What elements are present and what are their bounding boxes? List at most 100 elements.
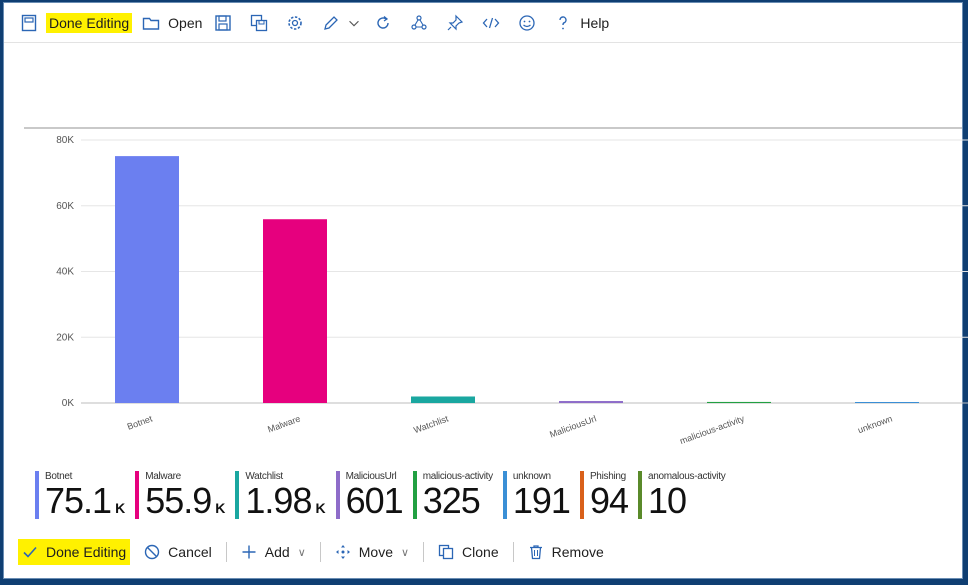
cancel-label: Cancel	[168, 544, 212, 560]
settings-button[interactable]	[280, 9, 310, 37]
move-label: Move	[359, 544, 393, 560]
remove-button[interactable]: Remove	[524, 539, 608, 565]
bar	[855, 402, 919, 403]
legend-value: 75.1 K	[45, 483, 125, 526]
feedback-button[interactable]	[512, 9, 542, 37]
code-icon	[476, 9, 506, 37]
legend-value: 601	[346, 483, 403, 519]
cancel-circle-icon	[144, 544, 160, 560]
done-editing-top-label: Done Editing	[46, 13, 132, 33]
legend-value-unit: K	[215, 500, 225, 516]
legend-tile[interactable]: Malware 55.9 K	[135, 471, 225, 521]
legend-value: 55.9 K	[145, 483, 225, 526]
settings-gear-icon	[280, 9, 310, 37]
y-tick-label: 80K	[56, 135, 74, 146]
done-editing-bottom-button[interactable]: Done Editing	[18, 539, 130, 565]
y-tick-label: 40K	[56, 267, 74, 278]
y-tick-label: 20K	[56, 332, 74, 343]
legend-value-number: 191	[513, 480, 570, 521]
y-tick-label: 0K	[62, 398, 75, 409]
save-copy-icon	[244, 9, 274, 37]
bar	[115, 156, 179, 403]
x-tick-label: Botnet	[126, 413, 154, 431]
save-button[interactable]	[208, 9, 238, 37]
open-label: Open	[168, 15, 202, 31]
legend-value: 191	[513, 483, 570, 519]
legend-value-number: 601	[346, 480, 403, 521]
bar	[411, 396, 475, 403]
workbook-window: Done Editing Open	[3, 2, 963, 579]
bar-chart: 0K 20K 40K 60K 80K Botnet Malware Watchlist Mali…	[24, 129, 968, 447]
legend-tile[interactable]: malicious-activity 325	[413, 471, 493, 521]
top-toolbar: Done Editing Open	[4, 3, 962, 43]
separator	[226, 542, 227, 562]
done-editing-top-button[interactable]: Done Editing	[14, 9, 132, 37]
cancel-button[interactable]: Cancel	[140, 539, 216, 565]
legend-tile[interactable]: unknown 191	[503, 471, 570, 521]
move-button[interactable]: Move ∨	[331, 539, 413, 565]
legend-color-bar	[638, 471, 642, 519]
x-tick-label: MaliciousUrl	[548, 413, 597, 439]
remove-label: Remove	[552, 544, 604, 560]
add-label: Add	[265, 544, 290, 560]
move-chevron-icon: ∨	[401, 546, 409, 559]
legend-value: 325	[423, 483, 493, 519]
legend-color-bar	[580, 471, 584, 519]
legend-value-number: 325	[423, 480, 480, 521]
legend-text: Watchlist 1.98 K	[245, 471, 325, 521]
separator	[513, 542, 514, 562]
legend-text: anomalous-activity 10	[648, 471, 725, 521]
legend-value: 10	[648, 483, 725, 519]
move-arrows-icon	[335, 544, 351, 560]
legend-value-number: 55.9	[145, 480, 211, 521]
add-button[interactable]: Add ∨	[237, 539, 310, 565]
clone-label: Clone	[462, 544, 499, 560]
legend-tile[interactable]: MaliciousUrl 601	[336, 471, 403, 521]
share-button[interactable]	[404, 9, 434, 37]
pin-button[interactable]	[440, 9, 470, 37]
trash-icon	[528, 544, 544, 560]
save-as-button[interactable]	[244, 9, 274, 37]
legend-value-number: 94	[590, 480, 628, 521]
edit-button[interactable]	[316, 9, 362, 37]
legend-tile[interactable]: Botnet 75.1 K	[35, 471, 125, 521]
legend-value-number: 75.1	[45, 480, 111, 521]
x-tick-label: malicious-activity	[678, 413, 746, 446]
legend-tiles: Botnet 75.1 K Malware 55.9 K Watchlist 1.98 K Mal…	[35, 471, 735, 523]
legend-text: malicious-activity 325	[423, 471, 493, 521]
help-icon	[548, 9, 578, 37]
done-editing-bottom-label: Done Editing	[46, 544, 126, 560]
bar	[707, 402, 771, 403]
share-icon	[404, 9, 434, 37]
legend-value-unit: K	[115, 500, 125, 516]
legend-text: Phishing 94	[590, 471, 628, 521]
clone-icon	[438, 544, 454, 560]
open-button[interactable]: Open	[136, 9, 202, 37]
legend-color-bar	[413, 471, 417, 519]
pin-icon	[440, 9, 470, 37]
help-label: Help	[580, 15, 609, 31]
bar-chart-svg: 0K 20K 40K 60K 80K Botnet Malware Watchlist Mali…	[24, 129, 968, 447]
legend-text: MaliciousUrl 601	[346, 471, 403, 521]
plus-icon	[241, 544, 257, 560]
refresh-button[interactable]	[368, 9, 398, 37]
checkmark-icon	[22, 544, 38, 560]
legend-value-unit: K	[315, 500, 325, 516]
advanced-editor-button[interactable]	[476, 9, 506, 37]
legend-tile[interactable]: Phishing 94	[580, 471, 628, 521]
x-tick-label: unknown	[856, 413, 893, 435]
legend-tile[interactable]: Watchlist 1.98 K	[235, 471, 325, 521]
pencil-icon	[316, 9, 346, 37]
save-icon	[208, 9, 238, 37]
add-chevron-icon: ∨	[298, 546, 306, 559]
bar	[559, 401, 623, 403]
legend-color-bar	[135, 471, 139, 519]
legend-color-bar	[336, 471, 340, 519]
legend-value-number: 10	[648, 480, 686, 521]
chevron-down-icon[interactable]	[346, 9, 362, 37]
legend-tile[interactable]: anomalous-activity 10	[638, 471, 725, 521]
legend-value: 1.98 K	[245, 483, 325, 526]
clone-button[interactable]: Clone	[434, 539, 503, 565]
x-tick-label: Malware	[266, 413, 301, 434]
help-button[interactable]: Help	[548, 9, 609, 37]
